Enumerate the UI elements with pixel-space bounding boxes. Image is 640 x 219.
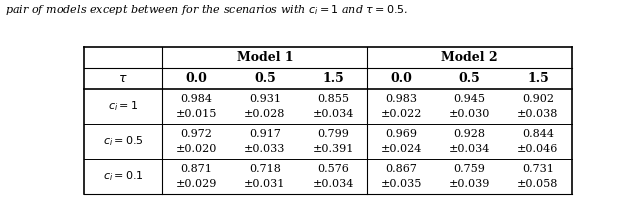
Text: 0.867: 0.867: [385, 164, 417, 174]
Text: ±0.033: ±0.033: [244, 144, 285, 154]
Text: 0.984: 0.984: [180, 94, 212, 104]
Text: Model 2: Model 2: [442, 51, 498, 64]
Text: ±0.058: ±0.058: [517, 179, 559, 189]
Text: 0.799: 0.799: [317, 129, 349, 139]
Text: 0.0: 0.0: [186, 72, 207, 85]
Text: $c_i = 0.1$: $c_i = 0.1$: [103, 170, 143, 184]
Text: 0.917: 0.917: [249, 129, 281, 139]
Text: 0.844: 0.844: [522, 129, 554, 139]
Text: 0.928: 0.928: [454, 129, 486, 139]
Text: ±0.029: ±0.029: [176, 179, 217, 189]
Text: 0.972: 0.972: [180, 129, 212, 139]
Text: ±0.034: ±0.034: [312, 179, 354, 189]
Text: ±0.031: ±0.031: [244, 179, 285, 189]
Text: ±0.028: ±0.028: [244, 109, 285, 119]
Text: ±0.030: ±0.030: [449, 109, 490, 119]
Text: 0.5: 0.5: [459, 72, 481, 85]
Text: ±0.046: ±0.046: [517, 144, 559, 154]
Text: $c_i = 0.5$: $c_i = 0.5$: [103, 135, 143, 148]
Text: ±0.022: ±0.022: [381, 109, 422, 119]
Text: ±0.020: ±0.020: [176, 144, 217, 154]
Text: 0.871: 0.871: [180, 164, 212, 174]
Text: 0.902: 0.902: [522, 94, 554, 104]
Text: 0.5: 0.5: [254, 72, 276, 85]
Text: 0.969: 0.969: [385, 129, 417, 139]
Text: ±0.034: ±0.034: [312, 109, 354, 119]
Text: 0.931: 0.931: [249, 94, 281, 104]
Text: 1.5: 1.5: [322, 72, 344, 85]
Text: 0.731: 0.731: [522, 164, 554, 174]
Text: $\tau$: $\tau$: [118, 72, 128, 85]
Text: 0.718: 0.718: [249, 164, 281, 174]
Text: 1.5: 1.5: [527, 72, 548, 85]
Text: ±0.024: ±0.024: [381, 144, 422, 154]
Text: 0.759: 0.759: [454, 164, 486, 174]
Text: 0.855: 0.855: [317, 94, 349, 104]
Text: pair of models except between for the scenarios with $c_i = 1$ and $\tau = 0.5$.: pair of models except between for the sc…: [5, 3, 408, 17]
Text: ±0.391: ±0.391: [312, 144, 354, 154]
Text: ±0.039: ±0.039: [449, 179, 490, 189]
Text: ±0.034: ±0.034: [449, 144, 490, 154]
Text: $c_i = 1$: $c_i = 1$: [108, 100, 138, 113]
Text: Model 1: Model 1: [237, 51, 293, 64]
Text: ±0.015: ±0.015: [176, 109, 217, 119]
Text: ±0.035: ±0.035: [381, 179, 422, 189]
Text: 0.0: 0.0: [390, 72, 412, 85]
Text: ±0.038: ±0.038: [517, 109, 559, 119]
Text: 0.576: 0.576: [317, 164, 349, 174]
Text: 0.983: 0.983: [385, 94, 417, 104]
Text: 0.945: 0.945: [454, 94, 486, 104]
